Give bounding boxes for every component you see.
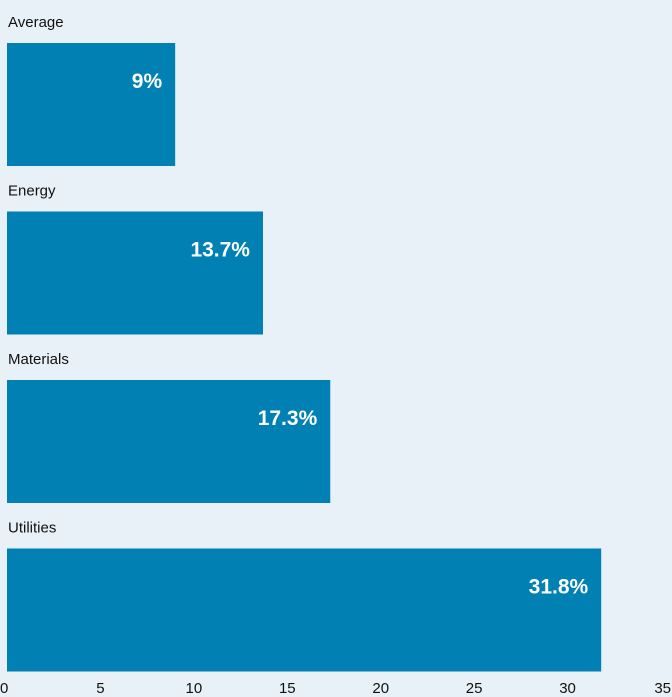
- value-label-materials: 17.3%: [258, 407, 318, 430]
- x-tick-label-10: 10: [186, 680, 203, 697]
- bar-average: [7, 43, 176, 166]
- x-tick-label-0: 0: [0, 680, 8, 697]
- bar-energy: [7, 211, 263, 335]
- x-tick-label-35: 35: [654, 680, 671, 697]
- category-label-energy: Energy: [8, 183, 56, 200]
- value-label-average: 9%: [132, 70, 163, 93]
- value-label-energy: 13.7%: [190, 239, 250, 262]
- category-label-average: Average: [8, 14, 64, 31]
- value-label-utilities: 31.8%: [529, 576, 589, 599]
- x-tick-label-5: 5: [96, 680, 104, 697]
- x-tick-label-20: 20: [372, 680, 389, 697]
- x-axis: 0 5 10 15 20 25 30 35: [0, 680, 671, 697]
- category-label-materials: Materials: [8, 351, 69, 368]
- category-label-utilities: Utilities: [8, 520, 56, 537]
- bar-utilities: [7, 548, 602, 672]
- x-tick-label-25: 25: [466, 680, 483, 697]
- x-tick-label-30: 30: [559, 680, 576, 697]
- bar-materials: [7, 380, 331, 503]
- bars-layer: Average 9% Energy 13.7% Materials 17.3% Utilit…: [7, 14, 602, 672]
- x-tick-label-15: 15: [279, 680, 296, 697]
